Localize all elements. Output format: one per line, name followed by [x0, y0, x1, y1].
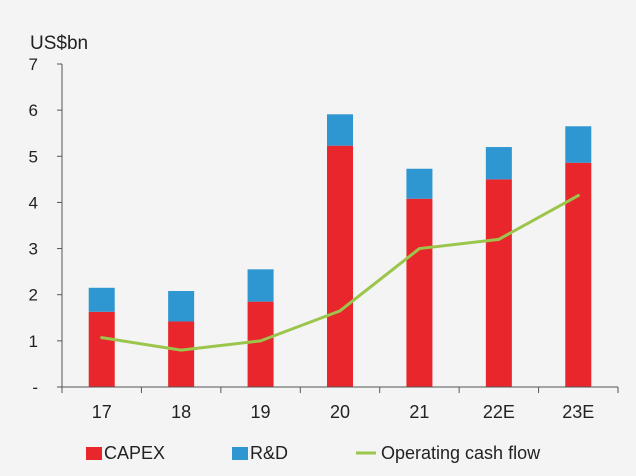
- legend-label-operating-cash-flow: Operating cash flow: [381, 443, 541, 463]
- operating-cash-flow-point-20: [338, 309, 342, 313]
- x-axis-ticks: 17 18 19 20 21 22E 23E: [61, 387, 619, 422]
- y-tick-label: 6: [29, 101, 38, 120]
- y-axis-unit-label: US$bn: [30, 33, 88, 54]
- y-tick-label: 3: [29, 240, 38, 259]
- y-axis-ticks: - 1 2 3 4 5 6 7: [29, 55, 62, 397]
- legend-label-r-d: R&D: [250, 443, 288, 463]
- operating-cash-flow-layer: [100, 194, 580, 352]
- legend-swatch-capex: [86, 447, 102, 460]
- operating-cash-flow-point-22e: [497, 237, 501, 241]
- bar-capex-22e: [485, 179, 512, 387]
- y-tick-label: 4: [29, 193, 38, 212]
- x-tick-label: 18: [171, 402, 191, 422]
- axes: [61, 64, 618, 388]
- x-tick-label: 19: [251, 402, 271, 422]
- legend-swatch-r-d: [232, 447, 248, 460]
- operating-cash-flow-point-21: [417, 247, 421, 251]
- bar-capex-21: [406, 198, 433, 387]
- bar-r-d-19: [247, 269, 274, 302]
- bar-r-d-20: [327, 114, 353, 146]
- bar-capex-19: [247, 301, 274, 387]
- operating-cash-flow-point-17: [100, 336, 104, 340]
- bar-capex-18: [168, 321, 195, 387]
- y-tick-label: 7: [29, 55, 38, 74]
- x-tick-label: 17: [92, 402, 112, 422]
- bar-r-d-22e: [485, 147, 512, 180]
- bar-capex-17: [88, 311, 115, 387]
- operating-cash-flow-point-23e: [576, 194, 580, 198]
- bar-capex-20: [327, 145, 353, 387]
- x-tick-label: 23E: [562, 402, 594, 422]
- operating-cash-flow-point-18: [179, 348, 183, 352]
- x-tick-label: 20: [330, 402, 350, 422]
- legend-label-capex: CAPEX: [104, 443, 165, 463]
- y-tick-label: 5: [29, 147, 38, 166]
- bar-r-d-18: [168, 291, 195, 322]
- bars: [88, 114, 592, 387]
- bar-r-d-23e: [565, 126, 592, 163]
- y-tick-label: -: [32, 378, 38, 397]
- y-tick-label: 1: [29, 332, 38, 351]
- x-tick-label: 22E: [483, 402, 515, 422]
- legend: CAPEX R&D Operating cash flow: [86, 443, 541, 463]
- operating-cash-flow-point-19: [259, 339, 263, 343]
- y-tick-label: 2: [29, 286, 38, 305]
- x-tick-label: 21: [409, 402, 429, 422]
- bar-r-d-21: [406, 168, 433, 199]
- bar-r-d-17: [88, 287, 115, 312]
